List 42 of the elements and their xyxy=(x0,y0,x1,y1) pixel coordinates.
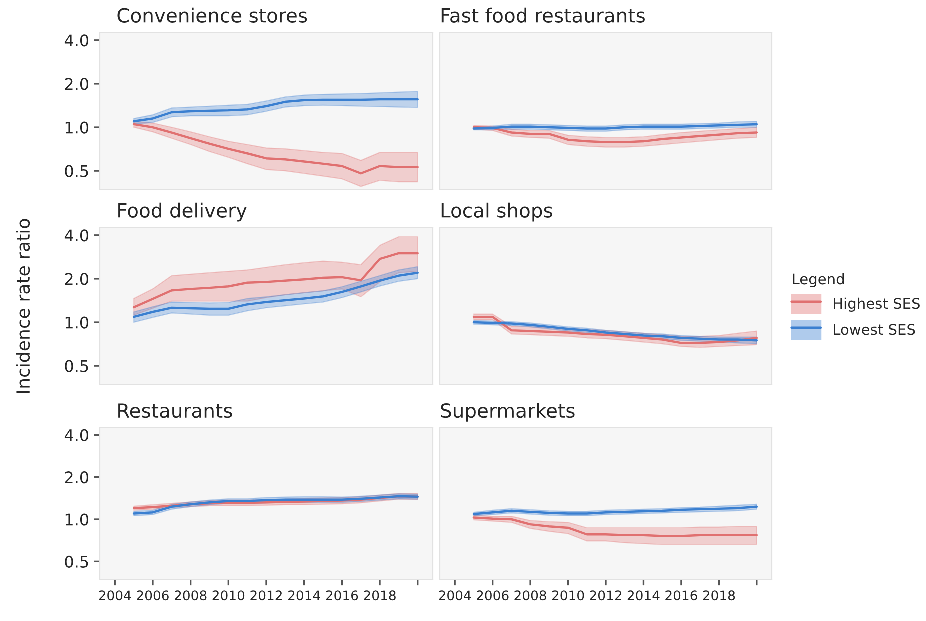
y-tick-label: 0.5 xyxy=(65,165,88,178)
x-tick-label: 2004 xyxy=(99,590,132,601)
y-tick-label: 1.0 xyxy=(66,316,89,329)
chart-title: Local shops xyxy=(442,202,552,222)
x-tick-label: 2010 xyxy=(552,590,584,601)
x-tick-label: 2008 xyxy=(514,590,546,601)
legend-label: Highest SES xyxy=(834,298,920,312)
chart-title: Fast food restaurants xyxy=(442,8,645,23)
line-series xyxy=(132,98,419,123)
chart-title: Restaurants xyxy=(118,404,232,418)
x-tick-label: 2008 xyxy=(174,590,207,601)
y-tick-label: 2.0 xyxy=(65,78,89,90)
x-tick-label: 2010 xyxy=(212,590,245,601)
x-tick-label: 2018 xyxy=(364,590,396,601)
line-series xyxy=(132,252,419,309)
x-tick-label: 2016 xyxy=(326,590,358,601)
chart-title: Supermarkets xyxy=(441,403,575,422)
x-tick-label: 2016 xyxy=(666,590,698,601)
y-tick-label: 0.5 xyxy=(65,360,88,372)
legend-label: Lowest SES xyxy=(834,324,916,336)
y-tick-label: 1.0 xyxy=(66,122,89,134)
chart-title: Food delivery xyxy=(118,202,247,222)
y-tick-label: 2.0 xyxy=(65,273,89,286)
y-tick-label: 0.5 xyxy=(65,556,88,568)
x-tick-label: 2006 xyxy=(476,590,509,601)
y-tick-label: 1.0 xyxy=(66,514,89,526)
y-tick-label: 4.0 xyxy=(64,34,89,47)
line-series xyxy=(132,272,419,318)
x-tick-label: 2004 xyxy=(439,590,472,601)
y-axis-title: Incidence rate ratio xyxy=(16,219,30,393)
y-tick-label: 4.0 xyxy=(64,429,89,442)
x-tick-label: 2012 xyxy=(250,590,282,601)
line-series xyxy=(132,123,419,175)
y-tick-label: 4.0 xyxy=(64,230,89,242)
legend-title: Legend xyxy=(793,273,844,288)
x-tick-label: 2018 xyxy=(703,590,736,601)
x-tick-label: 2006 xyxy=(137,590,169,601)
y-tick-label: 2.0 xyxy=(65,472,89,484)
chart-title: Convenience stores xyxy=(118,8,308,23)
x-tick-label: 2014 xyxy=(628,590,660,601)
x-tick-label: 2012 xyxy=(590,590,622,601)
x-tick-label: 2014 xyxy=(288,590,320,601)
